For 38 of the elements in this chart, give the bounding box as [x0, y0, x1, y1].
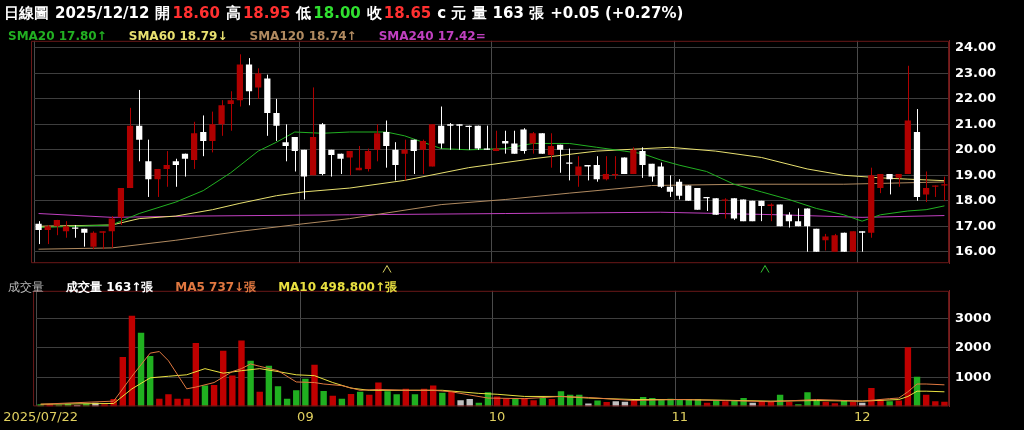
text: 低	[296, 4, 312, 22]
y-tick-label: 20.00	[955, 141, 997, 157]
text: MA10 498.800↑張	[278, 280, 397, 294]
text: +0.05 (+0.27%)	[550, 4, 684, 22]
chart-title: 成交量	[8, 280, 44, 294]
y-tick-label: 17.00	[955, 217, 997, 233]
text: 日線圖	[4, 4, 49, 22]
y-tick-label: 23.00	[955, 64, 997, 80]
x-tick-label: 10	[488, 408, 506, 424]
y-tick-label: 19.00	[955, 166, 997, 182]
y-tick-label: 21.00	[955, 115, 997, 131]
annotation: 成交量 163↑張	[66, 280, 154, 294]
x-tick-label: 09	[297, 408, 314, 424]
y-tick-label: 16.00	[955, 243, 997, 259]
text: c 元	[437, 4, 467, 22]
y-tick-label: 1000	[955, 368, 992, 384]
text: 量 163 張	[472, 4, 545, 22]
x-tick-label: 2025/07/22	[3, 408, 79, 424]
text: MA5 737↓張	[175, 280, 257, 294]
y-tick-label: 24.00	[955, 39, 997, 55]
y-tick-label: 2000	[955, 339, 992, 355]
y-tick-label: 22.00	[955, 90, 997, 106]
text: 開	[155, 4, 171, 22]
x-tick-label: 12	[854, 408, 871, 424]
text: 18.65	[383, 4, 432, 22]
text: SMA120 18.74↑	[249, 29, 357, 43]
text: SMA60 18.79↓	[128, 29, 228, 43]
text: 18.95	[242, 4, 291, 22]
text: 高	[225, 4, 241, 22]
text: 收	[366, 4, 382, 22]
text: SMA240 17.42=	[378, 29, 486, 43]
y-tick-label: 18.00	[955, 192, 997, 208]
text: 18.00	[313, 4, 361, 22]
text: 18.60	[172, 4, 220, 22]
text: 2025/12/12	[55, 4, 150, 22]
x-tick-label: 11	[671, 408, 688, 424]
y-tick-label: 3000	[955, 309, 992, 325]
text: SMA20 17.80↑	[8, 29, 107, 43]
